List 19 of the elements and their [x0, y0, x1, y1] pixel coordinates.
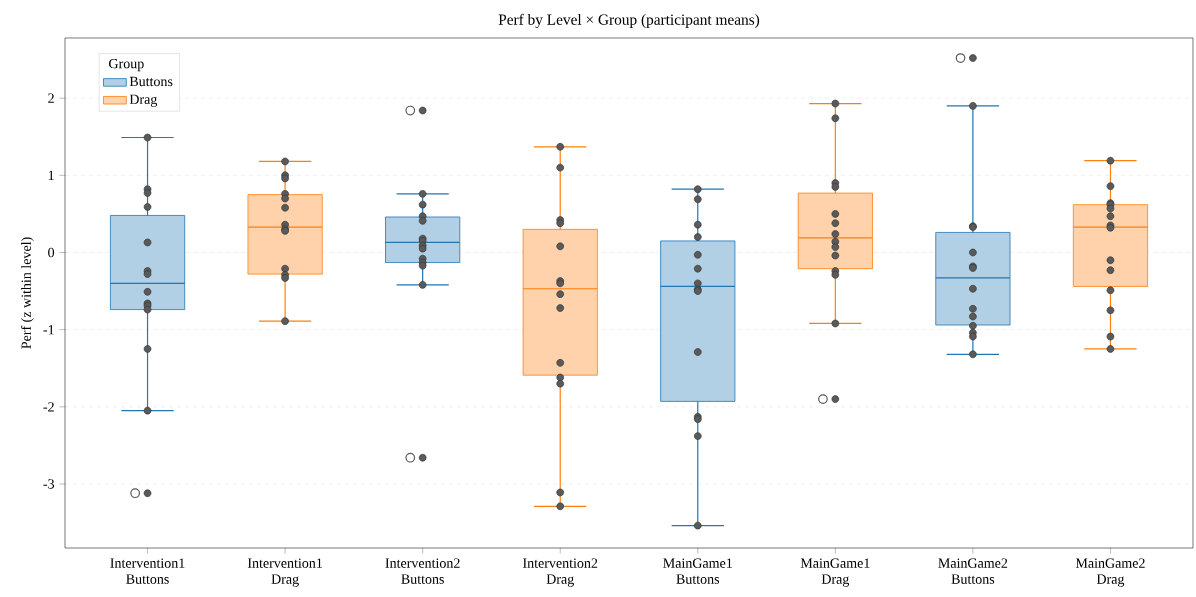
y-tick-label: 0 — [48, 247, 55, 258]
x-tick-label: Intervention1 Buttons — [110, 558, 185, 584]
x-tick-label: Intervention2 Buttons — [385, 558, 460, 584]
chart-title: Perf by Level × Group (participant means) — [498, 13, 760, 28]
legend-label: Buttons — [129, 76, 173, 87]
x-tick-label: MainGame1 Drag — [800, 558, 870, 587]
legend-label: Drag — [129, 94, 158, 107]
y-tick-label: 1 — [48, 170, 54, 180]
y-tick-label: 2 — [48, 93, 54, 103]
y-tick-label: -2 — [43, 402, 54, 412]
legend-title: Group — [109, 58, 144, 72]
x-tick-label: Intervention2 Drag — [523, 558, 598, 587]
y-tick-label: -3 — [43, 479, 55, 489]
x-tick-label: MainGame1 Buttons — [663, 558, 732, 584]
y-tick-label: -1 — [43, 325, 54, 335]
y-axis-title: Perf (z within level) — [20, 237, 34, 349]
x-tick-label: MainGame2 Buttons — [938, 558, 1008, 584]
x-tick-label: Intervention1 Drag — [247, 558, 322, 587]
x-tick-label: MainGame2 Drag — [1075, 558, 1145, 587]
